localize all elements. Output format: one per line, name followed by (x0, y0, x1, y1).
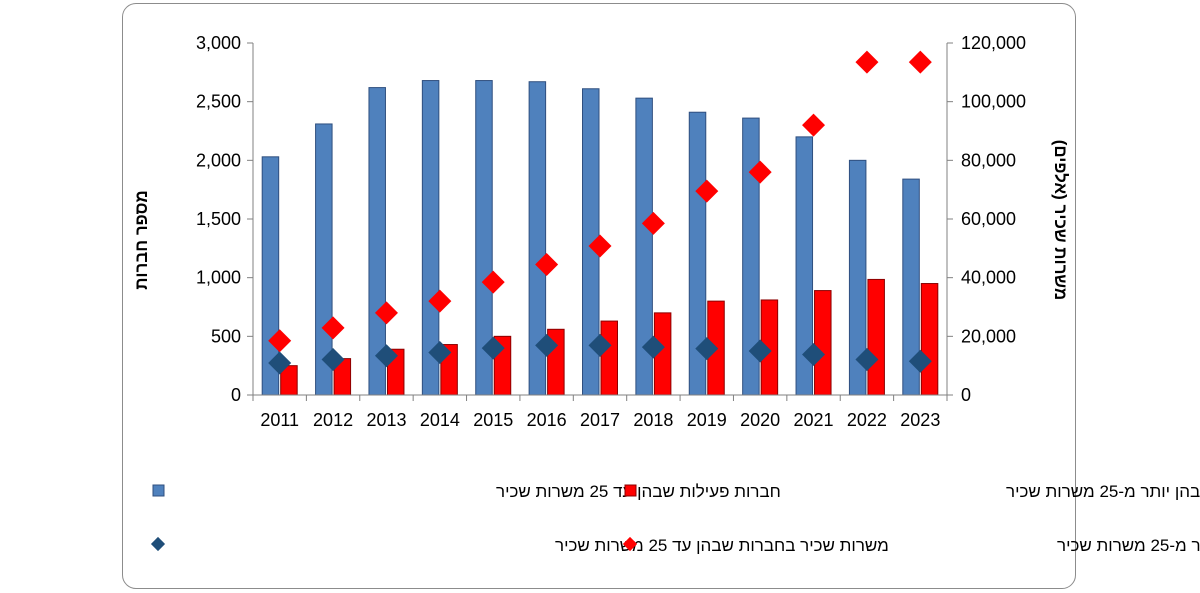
x-tick-label: 2015 (473, 410, 513, 430)
bar-large-companies (867, 278, 885, 396)
marker-small-jobs (428, 340, 452, 364)
y-right-tick-label: 40,000 (961, 268, 1016, 288)
marker-large-jobs (481, 270, 505, 294)
x-tick-label: 2023 (900, 410, 940, 430)
y-left-tick-label: 2,500 (196, 92, 241, 112)
legend-label-large-jobs: משרות שכיר בחברות שבהן יותר מ-25 משרות ש… (1057, 536, 1200, 555)
y-axis-right-title: משרות שכיר (אלפים) (1051, 140, 1070, 301)
marker-small-jobs (481, 336, 505, 360)
bar-large-companies (920, 283, 939, 396)
marker-large-jobs (588, 234, 612, 258)
marker-large-jobs (535, 252, 559, 276)
marker-large-jobs (748, 160, 772, 184)
x-tick-label: 2014 (420, 410, 460, 430)
legend-swatch-small-companies (152, 484, 165, 497)
marker-large-jobs (908, 50, 932, 74)
legend-label-small-jobs: משרות שכיר בחברות שבהן עד 25 משרות שכיר (555, 536, 889, 555)
marker-large-jobs (374, 301, 398, 325)
x-tick-label: 2013 (366, 410, 406, 430)
y-right-tick-label: 20,000 (961, 326, 1016, 346)
x-tick-label: 2018 (633, 410, 673, 430)
y-right-tick-label: 100,000 (961, 92, 1026, 112)
marker-large-jobs (695, 179, 719, 203)
legend-marker-large-jobs (622, 536, 638, 552)
marker-small-jobs (908, 349, 932, 373)
marker-small-jobs (855, 348, 879, 372)
marker-small-jobs (321, 348, 345, 372)
bar-large-companies (600, 320, 618, 396)
legend-label-small-companies: חברות פעילות שבהן עד 25 משרות שכיר (496, 482, 781, 501)
y-left-tick-label: 500 (211, 326, 241, 346)
marker-small-jobs (695, 337, 719, 361)
legend-label-large-companies: חברות פעילות שבהן יותר מ-25 משרות שכיר (1006, 482, 1200, 501)
marker-small-jobs (268, 351, 292, 375)
bar-layer (261, 80, 939, 396)
y-left-tick-label: 0 (231, 385, 241, 405)
legend-swatch-large-companies (624, 484, 637, 497)
x-tick-label: 2022 (847, 410, 887, 430)
marker-large-jobs (802, 113, 826, 137)
marker-small-jobs (535, 333, 559, 357)
marker-small-jobs (374, 344, 398, 368)
y-left-tick-label: 1,500 (196, 209, 241, 229)
y-left-tick-label: 2,000 (196, 150, 241, 170)
marker-layer (268, 50, 932, 375)
marker-large-jobs (321, 316, 345, 340)
y-right-tick-label: 60,000 (961, 209, 1016, 229)
marker-small-jobs (802, 343, 826, 367)
y-right-tick-label: 120,000 (961, 33, 1026, 53)
x-tick-label: 2021 (794, 410, 834, 430)
legend: חברות פעילות שבהן עד 25 משרות שכיר חברות… (150, 482, 1200, 555)
bar-large-companies (814, 290, 832, 396)
marker-large-jobs (641, 211, 665, 235)
marker-large-jobs (428, 289, 452, 313)
y-left-tick-label: 3,000 (196, 33, 241, 53)
marker-small-jobs (641, 335, 665, 359)
y-axis-left-title: מספר חברות (132, 190, 151, 290)
x-tick-label: 2019 (687, 410, 727, 430)
marker-small-jobs (588, 333, 612, 357)
marker-large-jobs (268, 329, 292, 353)
y-right-tick-label: 0 (961, 385, 971, 405)
legend-marker-small-jobs (150, 536, 166, 552)
x-tick-label: 2017 (580, 410, 620, 430)
marker-small-jobs (748, 339, 772, 363)
x-tick-label: 2011 (260, 410, 299, 430)
y-left-tick-label: 1,000 (196, 268, 241, 288)
x-tick-label: 2020 (740, 410, 780, 430)
x-tick-label: 2016 (527, 410, 567, 430)
marker-large-jobs (855, 50, 879, 74)
y-right-tick-label: 80,000 (961, 150, 1016, 170)
axis-layer: 0 500 1,000 1,500 2,000 2,500 3,000 0 20,000 40,0… (196, 33, 1026, 430)
x-tick-label: 2012 (313, 410, 353, 430)
